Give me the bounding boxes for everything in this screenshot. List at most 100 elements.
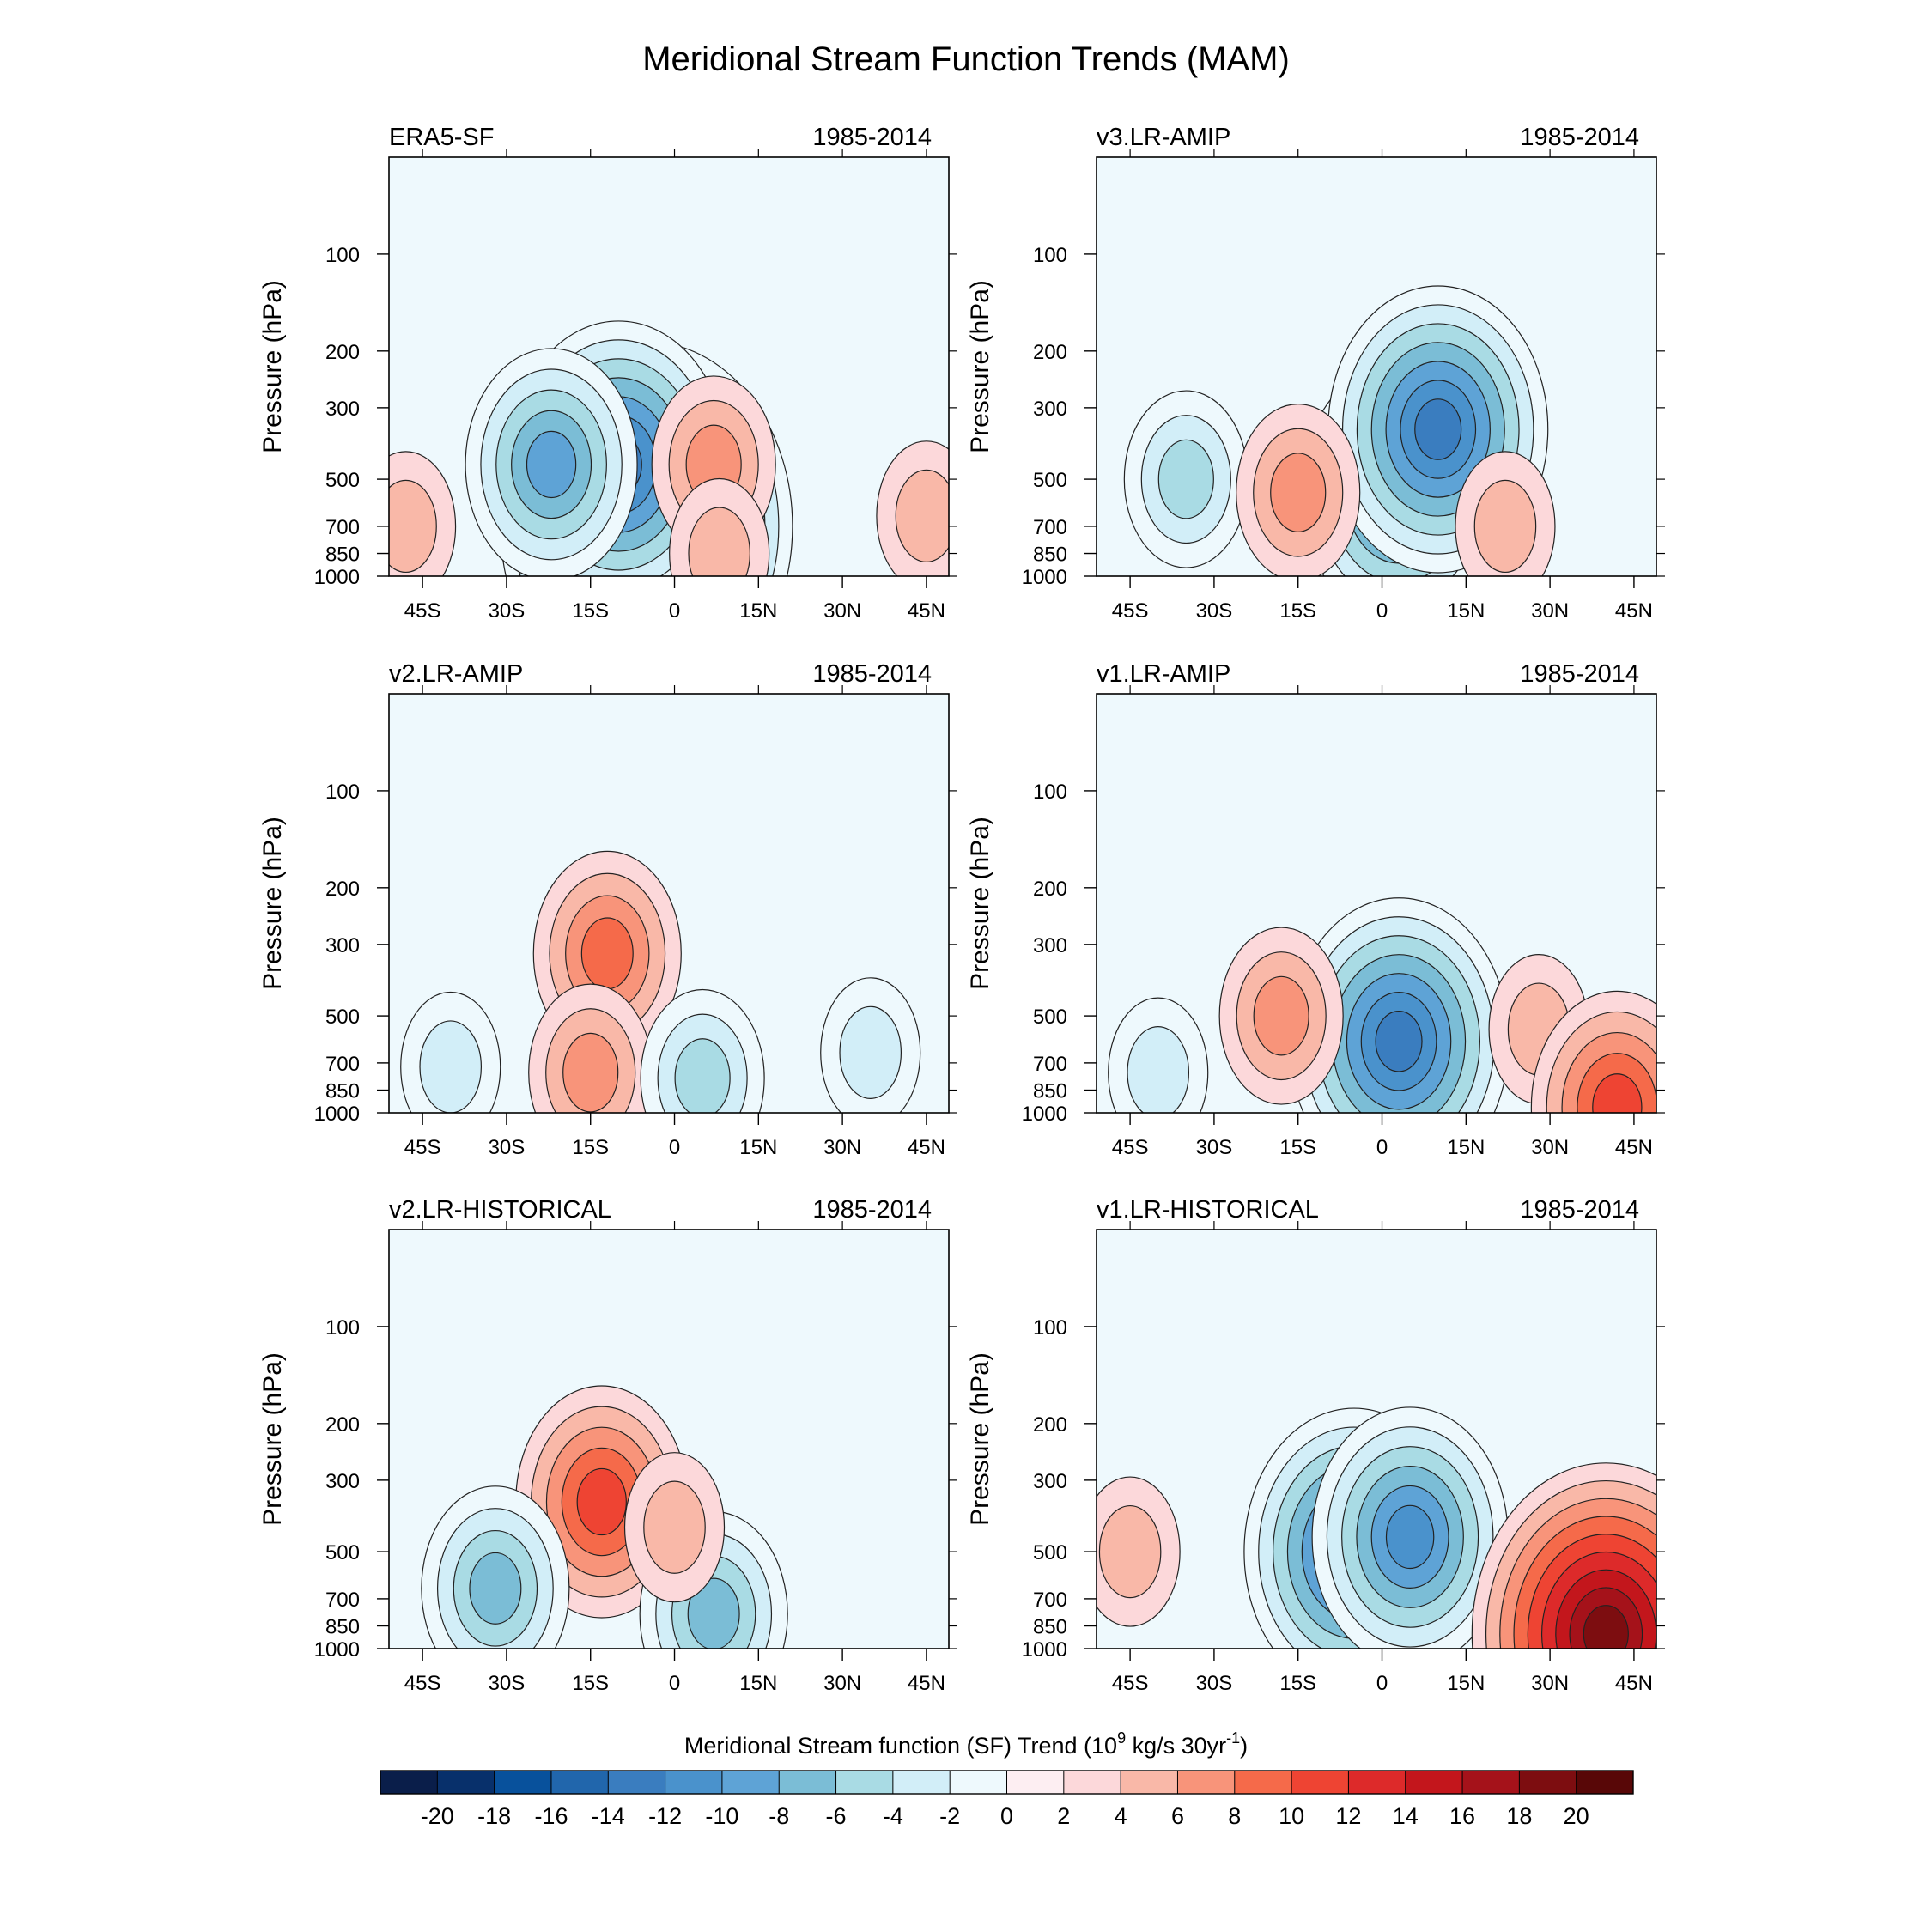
y-tick-label: 200 — [325, 878, 360, 901]
contour-region — [688, 507, 750, 576]
panel-period: 1985-2014 — [1520, 660, 1639, 688]
contour-region — [839, 1005, 902, 1099]
y-tick-label: 300 — [1033, 398, 1067, 421]
x-tick-label: 30S — [489, 1672, 526, 1695]
x-tick-label: 30N — [823, 1136, 861, 1159]
y-tick-label: 850 — [325, 1616, 360, 1639]
colorbar-tick-label: 14 — [1393, 1803, 1419, 1829]
x-tick-label: 15S — [572, 599, 609, 623]
plot-frame — [1096, 1229, 1657, 1649]
colorbar-bin — [608, 1771, 666, 1794]
y-tick-label: 300 — [1033, 934, 1067, 957]
x-tick-label: 30S — [1196, 1136, 1233, 1159]
colorbar: -20 -18 -16 -14 -12 -10 -8 -6 -4 -2 0 2 4 6 8 10 12 14 16 1… — [380, 1770, 1634, 1829]
contour-field — [1123, 285, 1556, 576]
contour-region — [1375, 1011, 1423, 1072]
x-tick-label: 0 — [1376, 599, 1388, 623]
plot-frame — [1096, 693, 1657, 1114]
colorbar-bin — [1121, 1771, 1178, 1794]
y-axis-label: Pressure (hPa) — [258, 817, 287, 990]
colorbar-label: Meridional Stream function (SF) Trend (1… — [684, 1729, 1248, 1759]
colorbar-bin — [1462, 1771, 1520, 1794]
colorbar-tick-label: 18 — [1506, 1803, 1532, 1829]
colorbar-bin — [1063, 1771, 1121, 1794]
x-tick-label: 15S — [572, 1136, 609, 1159]
contour-region — [576, 1467, 627, 1536]
y-tick-label: 200 — [1033, 878, 1067, 901]
contour-region — [674, 1038, 731, 1113]
colorbar-tick-label: -8 — [769, 1803, 789, 1829]
y-tick-label: 1000 — [314, 1638, 360, 1662]
colorbar-tick-label: 8 — [1228, 1803, 1241, 1829]
contour-field — [1097, 1406, 1656, 1649]
contour-region — [1127, 1026, 1190, 1113]
x-tick-label: 45S — [1112, 1136, 1149, 1159]
y-tick-label: 850 — [1033, 1080, 1067, 1103]
y-tick-label: 100 — [325, 781, 360, 804]
x-tick-label: 45N — [1615, 599, 1653, 623]
panel: 45S 30S 15S 0 15N 30N 45N 100 200 300 500 700 850100… — [258, 1196, 957, 1695]
panel-title: ERA5-SF — [389, 124, 494, 151]
colorbar-bin — [550, 1771, 609, 1794]
x-tick-label: 15N — [1447, 599, 1485, 623]
y-tick-label: 500 — [325, 469, 360, 492]
x-tick-label: 15S — [572, 1672, 609, 1695]
x-tick-label: 15S — [1279, 599, 1316, 623]
x-tick-label: 30N — [1531, 1136, 1569, 1159]
y-tick-label: 100 — [1033, 1316, 1067, 1340]
panel-title: v2.LR-AMIP — [389, 660, 523, 688]
panel-title: v2.LR-HISTORICAL — [389, 1196, 611, 1224]
x-tick-label: 45S — [404, 1136, 441, 1159]
x-tick-label: 45N — [908, 599, 945, 623]
x-tick-label: 15N — [739, 599, 777, 623]
contour-region — [469, 1552, 522, 1625]
y-tick-label: 850 — [1033, 1616, 1067, 1639]
colorbar-bin — [1006, 1771, 1065, 1794]
contour-region — [526, 430, 577, 499]
panel-title: v1.LR-AMIP — [1097, 660, 1230, 688]
y-tick-label: 500 — [325, 1541, 360, 1564]
y-tick-label: 1000 — [1022, 1103, 1067, 1126]
colorbar-tick-label: 16 — [1449, 1803, 1475, 1829]
contour-region — [1270, 453, 1327, 532]
x-tick-label: 0 — [1376, 1136, 1388, 1159]
contour-region — [1583, 1605, 1629, 1649]
colorbar-bin — [1405, 1771, 1463, 1794]
contour-region — [580, 917, 634, 990]
colorbar-bin — [1177, 1771, 1236, 1794]
plot-frame — [1096, 156, 1657, 577]
colorbar-bin — [721, 1771, 780, 1794]
x-tick-label: 45S — [1112, 599, 1149, 623]
x-tick-label: 30N — [823, 599, 861, 623]
contour-region — [895, 469, 949, 562]
plot-frame — [388, 1229, 950, 1649]
x-tick-label: 0 — [1376, 1672, 1388, 1695]
x-tick-label: 15N — [1447, 1672, 1485, 1695]
y-tick-label: 200 — [1033, 1413, 1067, 1437]
x-tick-label: 30N — [823, 1672, 861, 1695]
contour-region — [643, 1480, 706, 1574]
y-tick-label: 100 — [1033, 781, 1067, 804]
contour-field — [1108, 897, 1656, 1113]
y-tick-label: 100 — [325, 244, 360, 267]
y-axis-label: Pressure (hPa) — [258, 280, 287, 453]
colorbar-bin — [1519, 1771, 1577, 1794]
y-axis-label: Pressure (hPa) — [258, 1352, 287, 1526]
x-tick-label: 45S — [404, 599, 441, 623]
colorbar-bin — [950, 1771, 1007, 1794]
y-tick-label: 700 — [325, 1589, 360, 1612]
x-tick-label: 30N — [1531, 1672, 1569, 1695]
contour-field — [400, 850, 921, 1113]
panel: 45S 30S 15S 0 15N 30N 45N 100 200 300 500 700 850100… — [258, 660, 957, 1159]
colorbar-bin — [892, 1771, 951, 1794]
colorbar-bin — [1291, 1771, 1349, 1794]
colorbar-tick-label: -6 — [826, 1803, 847, 1829]
y-tick-label: 300 — [325, 934, 360, 957]
x-tick-label: 45N — [908, 1672, 945, 1695]
colorbar-bin — [665, 1771, 723, 1794]
colorbar-bin — [1576, 1771, 1634, 1794]
x-tick-label: 0 — [669, 599, 680, 623]
y-tick-label: 700 — [325, 1053, 360, 1076]
x-tick-label: 45N — [1615, 1136, 1653, 1159]
